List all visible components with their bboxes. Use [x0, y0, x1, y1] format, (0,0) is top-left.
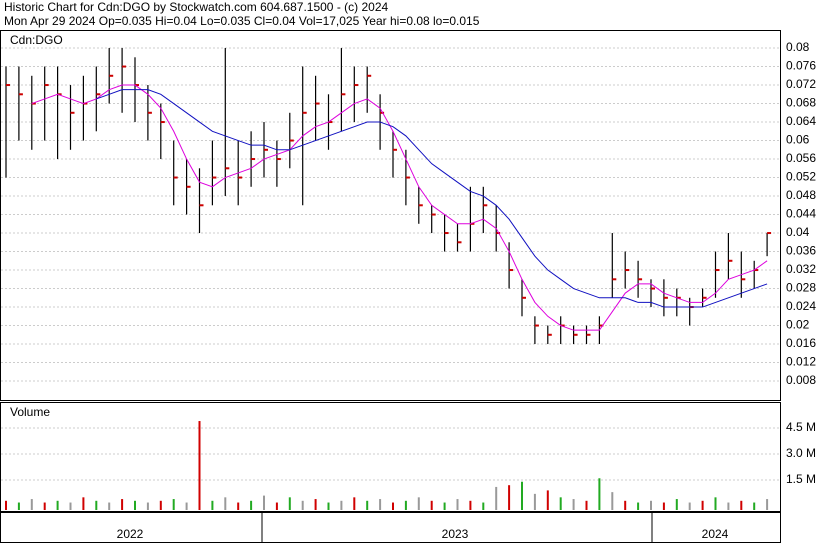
volume-bar — [430, 500, 433, 510]
volume-bar — [172, 499, 175, 510]
volume-bar — [69, 502, 72, 510]
volume-bar — [688, 502, 691, 510]
volume-bar — [482, 502, 485, 510]
volume-bar — [366, 500, 369, 510]
volume-bar — [288, 497, 291, 510]
volume-bar — [650, 500, 652, 510]
header-quote: Mon Apr 29 2024 Op=0.035 Hi=0.04 Lo=0.03… — [4, 14, 480, 28]
volume-bar — [250, 500, 253, 510]
volume-bar — [701, 500, 704, 510]
y-tick-label: 0.06 — [786, 133, 810, 147]
price-frame — [0, 30, 781, 401]
y-tick-label: 0.02 — [786, 318, 810, 332]
year-label: 2024 — [702, 527, 729, 541]
volume-bar — [327, 502, 330, 510]
volume-bar — [108, 502, 111, 510]
volume-bar — [611, 492, 614, 510]
y-tick-label: 0.024 — [786, 299, 816, 313]
volume-bar — [237, 502, 240, 510]
volume-bar — [675, 499, 678, 510]
y-tick-label: 4.5 M — [786, 420, 816, 434]
y-tick-label: 1.5 M — [786, 472, 816, 486]
volume-bar — [753, 502, 756, 510]
y-tick-label: 3.0 M — [786, 446, 816, 460]
ma-line — [96, 89, 768, 308]
volume-bar — [198, 421, 201, 510]
volume-bar — [5, 500, 7, 510]
y-tick-label: 0.036 — [786, 244, 816, 258]
ma-line — [31, 84, 768, 331]
volume-bar — [224, 497, 227, 510]
y-tick-label: 0.032 — [786, 262, 816, 276]
volume-bar — [469, 500, 472, 510]
volume-bar — [263, 495, 265, 510]
y-tick-label: 0.052 — [786, 170, 816, 184]
volume-bar — [56, 500, 59, 510]
y-tick-label: 0.064 — [786, 114, 816, 128]
volume-label: Volume — [10, 405, 50, 419]
symbol-label: Cdn:DGO — [10, 33, 63, 47]
volume-bar — [43, 502, 46, 510]
y-tick-label: 0.008 — [786, 373, 816, 387]
y-tick-label: 0.068 — [786, 96, 816, 110]
volume-bar — [392, 502, 394, 510]
volume-bar — [82, 497, 85, 510]
volume-bar — [598, 478, 601, 510]
volume-bar — [624, 500, 627, 510]
volume-bar — [275, 502, 278, 510]
volume-bar — [521, 481, 523, 510]
header-title: Historic Chart for Cdn:DGO by Stockwatch… — [4, 0, 388, 14]
y-tick-label: 0.076 — [786, 59, 816, 73]
y-tick-label: 0.028 — [786, 281, 816, 295]
volume-bar — [146, 502, 149, 510]
volume-bar — [379, 499, 382, 510]
volume-bar — [30, 499, 33, 510]
y-tick-label: 0.044 — [786, 207, 816, 221]
volume-bar — [533, 493, 536, 510]
volume-bar — [443, 502, 446, 510]
volume-bar — [662, 502, 665, 510]
volume-bar — [211, 500, 214, 510]
volume-bar — [353, 497, 356, 510]
y-tick-label: 0.056 — [786, 151, 816, 165]
volume-bar — [559, 497, 562, 510]
volume-bar — [546, 490, 549, 510]
volume-bar — [314, 499, 317, 510]
volume-bar — [159, 500, 162, 510]
volume-bar — [637, 502, 640, 510]
volume-frame — [0, 402, 781, 512]
volume-bar — [95, 500, 98, 510]
volume-bar — [572, 499, 575, 510]
volume-bar — [134, 500, 136, 510]
volume-bar — [585, 500, 588, 510]
volume-bar — [714, 497, 717, 510]
y-tick-label: 0.072 — [786, 77, 816, 91]
y-tick-label: 0.016 — [786, 336, 816, 350]
y-tick-label: 0.08 — [786, 40, 810, 54]
volume-bar — [17, 502, 20, 510]
volume-bar — [185, 502, 188, 510]
volume-bar — [740, 500, 743, 510]
year-label: 2022 — [117, 527, 144, 541]
volume-bar — [508, 485, 511, 510]
volume-bar — [340, 500, 343, 510]
volume-bar — [301, 500, 304, 510]
volume-bar — [404, 500, 407, 510]
volume-bar — [495, 486, 498, 510]
volume-bar — [456, 499, 459, 510]
y-tick-label: 0.048 — [786, 188, 816, 202]
volume-bar — [417, 497, 420, 510]
y-tick-label: 0.012 — [786, 355, 816, 369]
volume-bar — [727, 502, 730, 510]
volume-bar — [766, 499, 769, 510]
y-tick-label: 0.04 — [786, 225, 810, 239]
volume-bar — [121, 499, 124, 510]
year-label: 2023 — [442, 527, 469, 541]
